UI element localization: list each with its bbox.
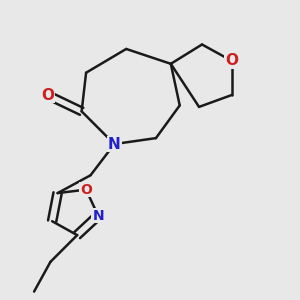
Text: O: O <box>41 88 54 103</box>
Text: O: O <box>225 53 238 68</box>
Text: N: N <box>108 136 121 152</box>
Text: N: N <box>92 208 104 223</box>
Text: O: O <box>80 183 92 196</box>
